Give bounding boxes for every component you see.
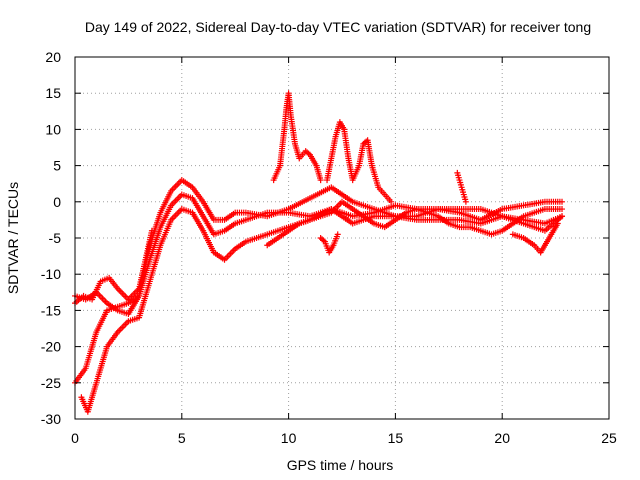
series-track-5	[264, 198, 566, 249]
data-point	[559, 198, 566, 205]
y-tick-label: -15	[41, 302, 61, 318]
data-point	[554, 220, 561, 227]
y-tick-label: 5	[53, 158, 61, 174]
chart-title: Day 149 of 2022, Sidereal Day-to-day VTE…	[85, 19, 591, 35]
x-tick-label: 25	[601, 430, 617, 446]
data-point	[334, 231, 341, 238]
y-tick-label: -20	[41, 339, 61, 355]
series-segment-18h	[454, 169, 469, 205]
y-tick-label: 15	[45, 85, 61, 101]
x-axis: 0 5 10 15 20 25	[71, 57, 617, 446]
x-tick-label: 0	[71, 430, 79, 446]
y-tick-label: 10	[45, 121, 61, 137]
x-tick-label: 5	[178, 430, 186, 446]
y-axis-label: SDTVAR / TECUs	[5, 182, 21, 294]
series-segment-20h	[509, 220, 561, 256]
y-axis: -30 -25 -20 -15 -10 -5 0 5 10 15 20	[41, 49, 609, 427]
series-spike-12h	[324, 119, 395, 205]
y-tick-label: -25	[41, 375, 61, 391]
y-tick-label: 20	[45, 49, 61, 65]
series-track-4	[72, 227, 155, 307]
grid	[75, 57, 609, 419]
x-tick-label: 20	[494, 430, 510, 446]
y-tick-label: -30	[41, 411, 61, 427]
series-track-3	[78, 206, 566, 415]
x-axis-label: GPS time / hours	[287, 457, 394, 473]
data-points	[72, 90, 566, 415]
y-tick-label: -10	[41, 266, 61, 282]
series-spike-10h	[270, 90, 324, 184]
series-segment-11h	[317, 231, 341, 256]
data-point	[388, 198, 395, 205]
data-point	[559, 206, 566, 213]
data-point	[148, 227, 155, 234]
x-tick-label: 15	[388, 430, 404, 446]
data-point	[317, 177, 324, 184]
y-tick-label: -5	[49, 230, 62, 246]
y-tick-label: 0	[53, 194, 61, 210]
data-point	[559, 213, 566, 220]
x-tick-label: 10	[281, 430, 297, 446]
data-point	[462, 198, 469, 205]
